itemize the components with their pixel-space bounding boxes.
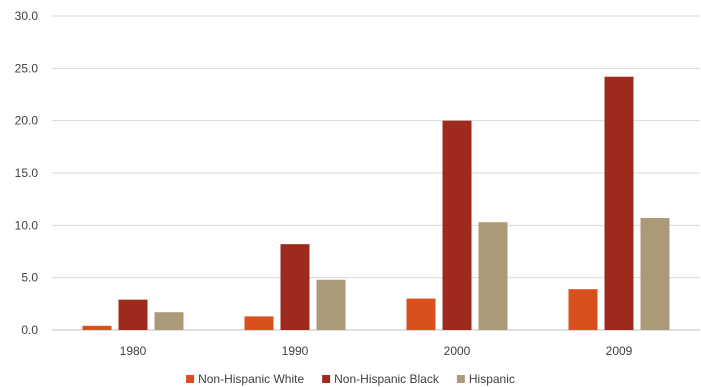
legend: Non-Hispanic White Non-Hispanic Black Hisp… <box>186 372 515 386</box>
y-tick-label: 5.0 <box>21 271 38 285</box>
bar-non-hispanic-black-2009 <box>604 76 634 330</box>
legend-label: Hispanic <box>469 372 515 386</box>
bar-non-hispanic-white-2000 <box>406 298 436 330</box>
bar-non-hispanic-black-2000 <box>442 120 472 331</box>
legend-swatch <box>322 375 331 383</box>
x-tick-label: 2000 <box>444 344 471 358</box>
bar-hispanic-1980 <box>154 312 184 330</box>
bar-hispanic-1990 <box>316 279 346 330</box>
y-axis-ticks: 0.0 5.0 10.0 15.0 20.0 25.0 30.0 <box>15 9 39 337</box>
y-tick-label: 10.0 <box>15 218 39 232</box>
x-tick-label: 1980 <box>120 344 147 358</box>
bar-non-hispanic-black-1980 <box>118 299 148 330</box>
legend-label: Non-Hispanic White <box>198 372 304 386</box>
y-tick-label: 20.0 <box>15 114 39 128</box>
bar-non-hispanic-black-1990 <box>280 244 310 330</box>
legend-label: Non-Hispanic Black <box>334 372 440 386</box>
y-tick-label: 30.0 <box>15 9 39 23</box>
y-tick-label: 25.0 <box>15 61 39 75</box>
y-tick-label: 15.0 <box>15 166 39 180</box>
x-tick-label: 2009 <box>606 344 633 358</box>
y-tick-label: 0.0 <box>21 323 38 337</box>
bars <box>82 76 670 331</box>
x-tick-label: 1990 <box>282 344 309 358</box>
bar-hispanic-2009 <box>640 218 670 330</box>
bar-hispanic-2000 <box>478 222 508 330</box>
x-axis-ticks: 1980 1990 2000 2009 <box>120 344 633 358</box>
gridlines <box>52 15 700 331</box>
bar-non-hispanic-white-2009 <box>568 289 598 330</box>
bar-non-hispanic-white-1980 <box>82 325 112 330</box>
legend-swatch <box>456 375 465 383</box>
legend-swatch <box>186 375 195 383</box>
bar-non-hispanic-white-1990 <box>244 316 274 330</box>
